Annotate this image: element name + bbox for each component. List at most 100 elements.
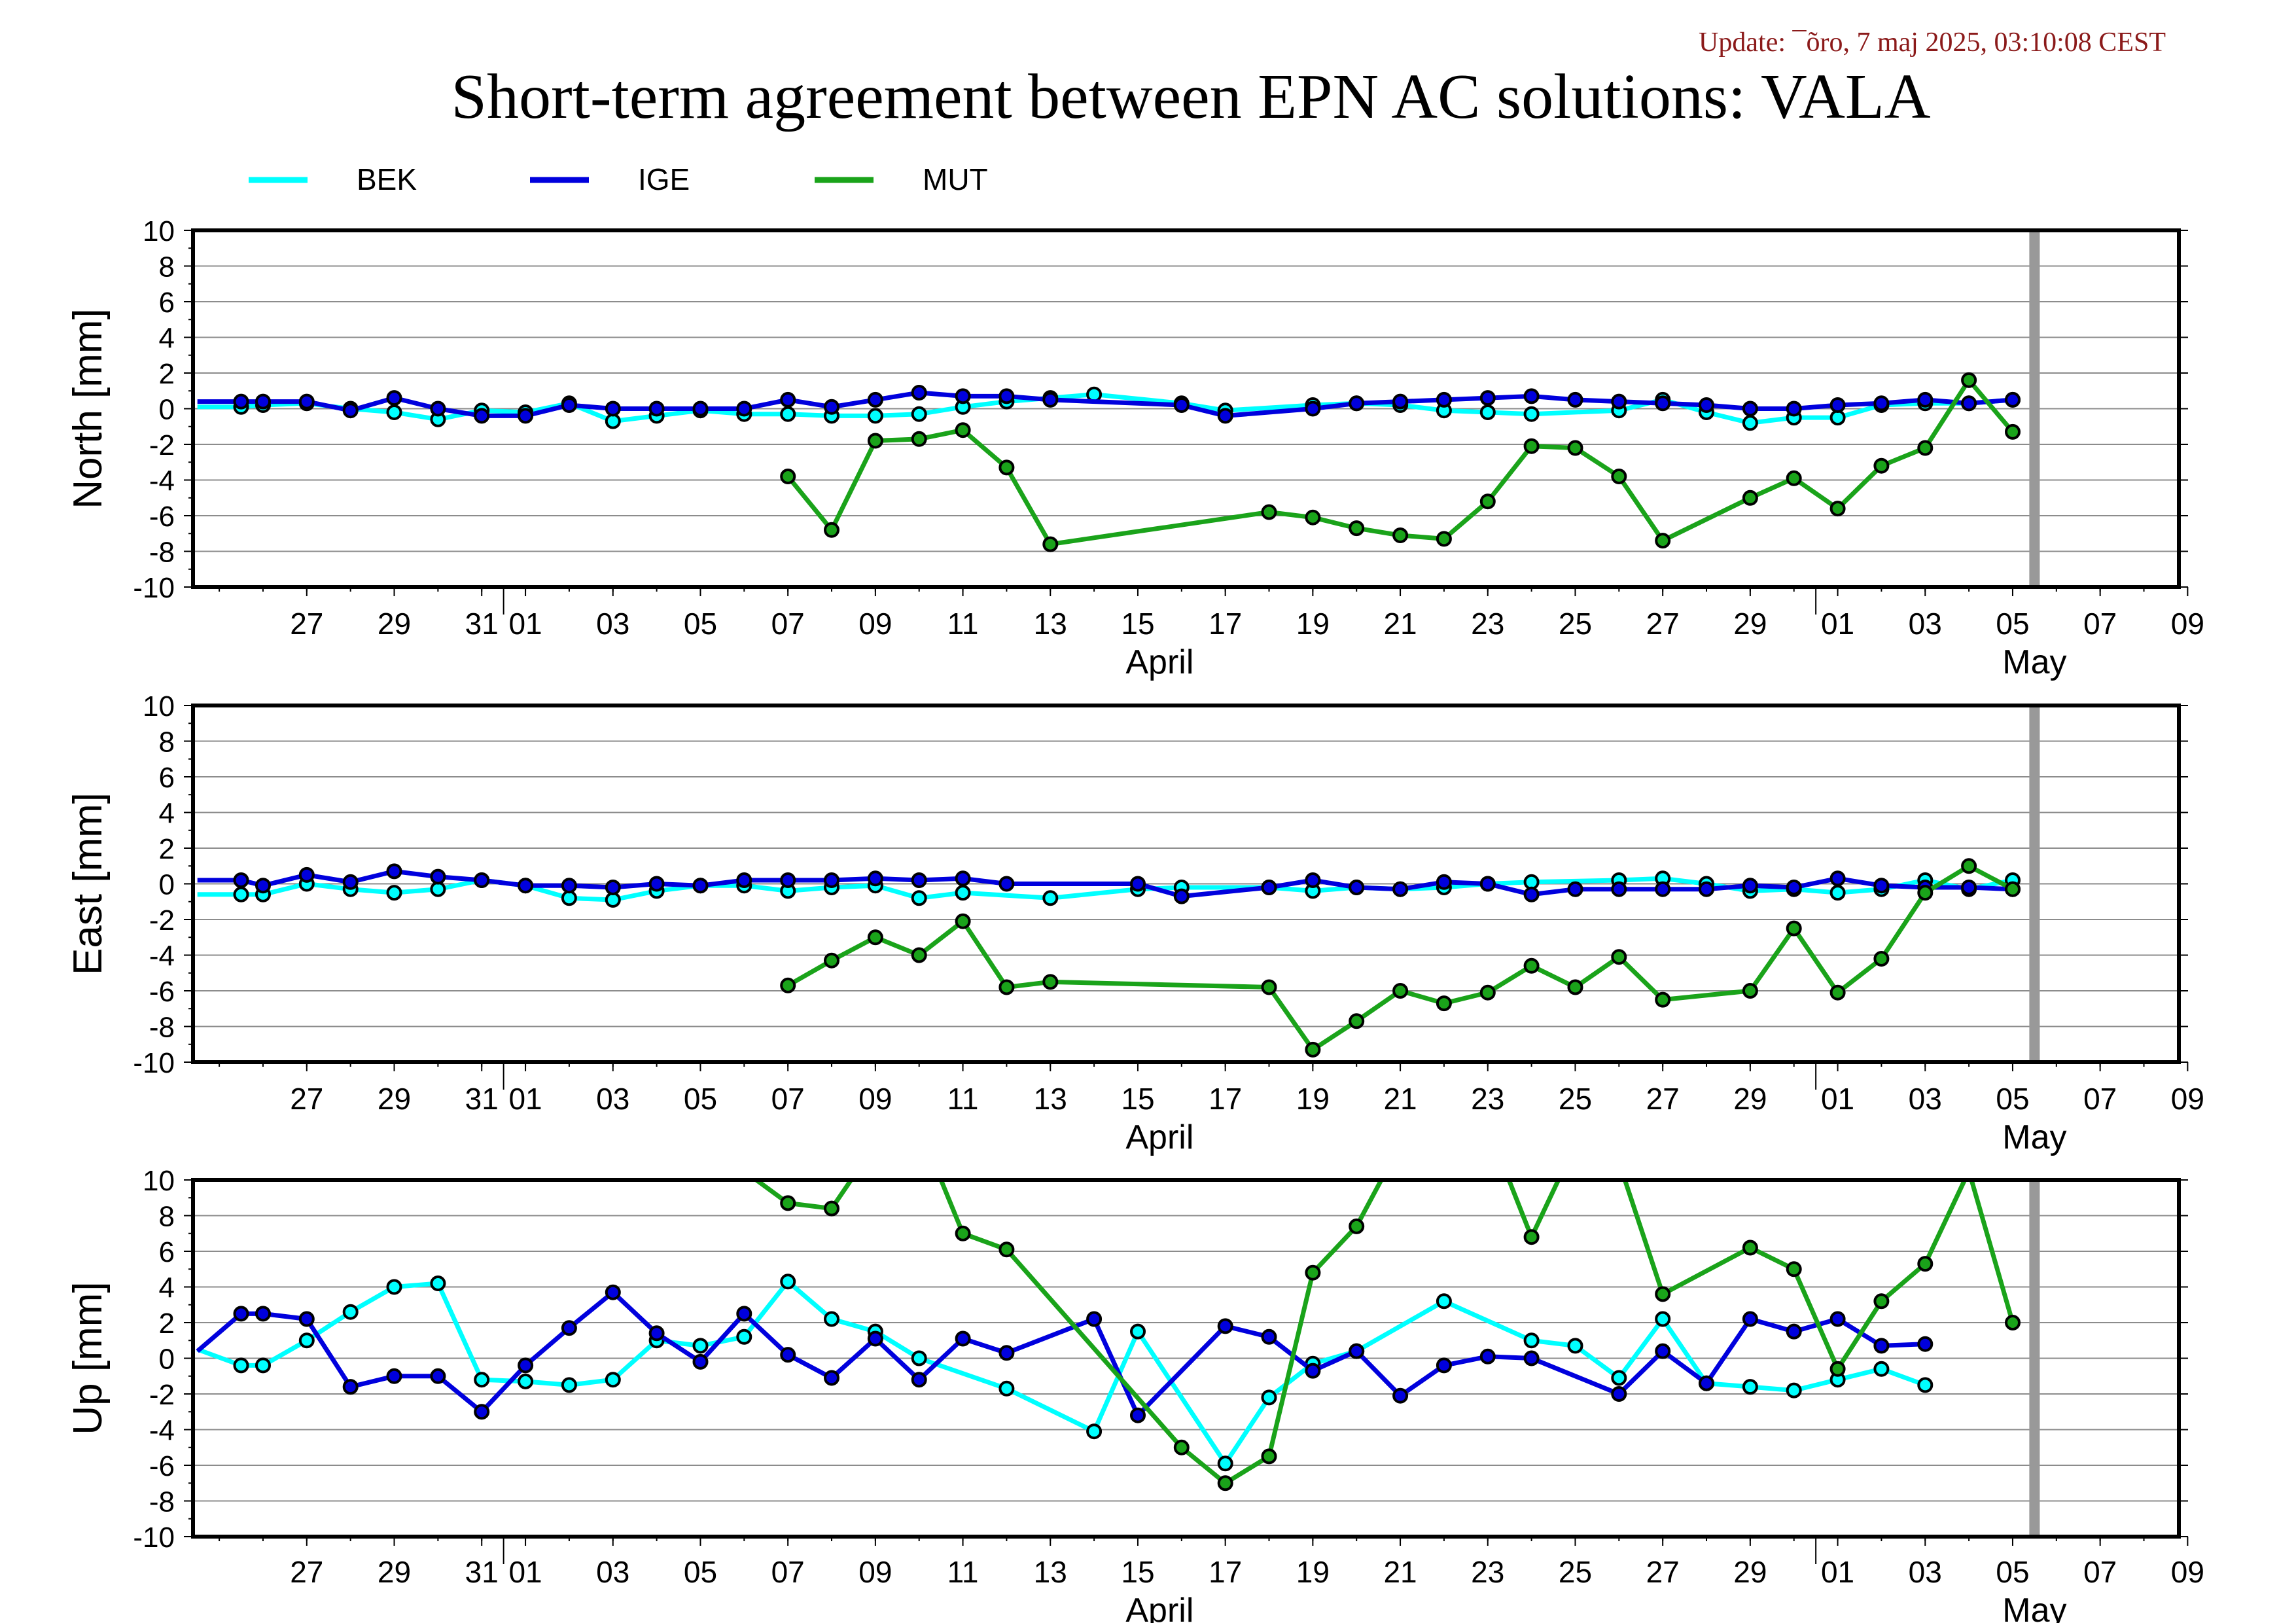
- data-point-bek: [1479, 404, 1496, 420]
- data-point-ige: [1699, 881, 1714, 897]
- data-point-bek: [474, 1372, 490, 1388]
- y-tick-label: 6: [159, 762, 175, 794]
- current-day-marker: [2029, 1180, 2040, 1537]
- data-point-ige: [1567, 881, 1583, 897]
- current-day-marker: [2029, 230, 2040, 587]
- data-point-ige: [1436, 1357, 1452, 1374]
- x-tick-label: 05: [1996, 1082, 2029, 1116]
- data-point-bek: [233, 886, 249, 902]
- series-line-ige: [196, 1290, 1926, 1418]
- data-point-ige: [1829, 397, 1846, 413]
- x-tick-label: 27: [290, 1555, 323, 1589]
- chart-title: Short-term agreement between EPN AC solu…: [451, 62, 1931, 132]
- legend-label-mut: MUT: [923, 162, 988, 196]
- data-point-bek: [386, 1279, 402, 1295]
- panel-up: 27 29 31 01 03 05 07 09 11 13 15 17 19 21 23 25 27 29 01 03…: [65, 1138, 2204, 1623]
- data-point-mut: [1305, 509, 1321, 526]
- x-tick-label: 23: [1471, 1082, 1504, 1116]
- data-point-bek: [233, 1357, 249, 1374]
- data-point-mut: [2005, 881, 2021, 897]
- data-point-mut: [1261, 1448, 1277, 1465]
- x-tick-label: 11: [947, 607, 979, 641]
- x-tick-label: 13: [1034, 1555, 1067, 1589]
- x-tick-label: 05: [684, 1555, 717, 1589]
- data-point-ige: [386, 863, 402, 880]
- data-point-bek: [298, 1332, 315, 1349]
- data-point-mut: [1042, 974, 1059, 990]
- data-point-ige: [1742, 401, 1758, 417]
- data-point-ige: [911, 385, 927, 401]
- data-point-ige: [342, 1379, 359, 1395]
- data-point-ige: [1523, 886, 1540, 902]
- y-tick-label: -2: [149, 429, 175, 461]
- y-tick-label: 6: [159, 287, 175, 319]
- data-point-ige: [342, 402, 359, 419]
- month-label: April: [1125, 1118, 1193, 1156]
- data-point-ige: [298, 1311, 315, 1327]
- data-point-mut: [1917, 885, 1934, 901]
- data-point-mut: [911, 947, 927, 963]
- data-point-mut: [1569, 1138, 1582, 1151]
- data-point-ige: [824, 1370, 839, 1386]
- data-point-ige: [824, 872, 839, 888]
- data-point-ige: [1523, 388, 1540, 404]
- x-tick-label: 05: [1996, 1555, 2029, 1589]
- y-tick-label: 4: [159, 1272, 175, 1304]
- data-point-bek: [1873, 1361, 1890, 1377]
- data-point-mut: [1829, 1361, 1846, 1377]
- data-point-ige: [911, 872, 927, 888]
- x-tick-label: 29: [1733, 1555, 1767, 1589]
- x-tick-label: 07: [771, 607, 805, 641]
- x-tick-label: 09: [2171, 1082, 2204, 1116]
- data-point-mut: [1305, 1264, 1321, 1281]
- data-point-ige: [233, 1306, 249, 1322]
- data-point-mut: [1962, 1164, 1975, 1177]
- x-tick-label: 29: [378, 1082, 411, 1116]
- plot-frame: [191, 228, 2181, 589]
- y-tick-label: 8: [159, 251, 175, 283]
- data-point-ige: [342, 874, 359, 890]
- data-point-mut: [1873, 951, 1890, 967]
- x-tick-label: 21: [1383, 607, 1417, 641]
- data-point-ige: [255, 1306, 271, 1322]
- data-point-ige: [561, 1320, 577, 1336]
- data-point-ige: [233, 393, 249, 410]
- data-point-bek: [1611, 1370, 1627, 1386]
- data-point-mut: [1392, 983, 1409, 999]
- data-point-ige: [1479, 390, 1496, 406]
- x-tick-label: 25: [1559, 607, 1592, 641]
- data-point-ige: [736, 872, 752, 888]
- y-tick-label: -8: [149, 1486, 175, 1518]
- y-tick-label: 10: [143, 215, 175, 247]
- data-point-mut: [1479, 493, 1496, 510]
- data-point-ige: [955, 870, 971, 887]
- series-layer: [197, 858, 2021, 1058]
- data-point-ige: [1173, 397, 1190, 413]
- x-tick-label: 01: [508, 607, 542, 641]
- data-point-mut: [1567, 440, 1583, 456]
- y-tick-label: -10: [133, 572, 175, 604]
- data-point-mut: [2005, 423, 2021, 440]
- data-point-bek: [386, 404, 402, 420]
- data-point-ige: [1479, 1348, 1496, 1364]
- data-point-bek: [518, 1373, 534, 1389]
- y-tick-label: 6: [159, 1236, 175, 1268]
- data-point-bek: [824, 1311, 839, 1327]
- data-point-ige: [1130, 876, 1146, 892]
- data-point-ige: [430, 401, 446, 417]
- data-point-bek: [780, 1274, 796, 1290]
- data-point-mut: [1349, 1013, 1365, 1029]
- x-tick-label: 05: [684, 1082, 717, 1116]
- data-point-ige: [648, 401, 665, 417]
- data-point-ige: [1961, 880, 1977, 895]
- x-tick-label: 09: [858, 607, 892, 641]
- data-point-ige: [867, 870, 883, 887]
- y-tick-label: -10: [133, 1522, 175, 1554]
- data-point-bek: [1655, 1311, 1671, 1327]
- x-tick-label: 01: [1821, 1555, 1854, 1589]
- y-axis-label: East [mm]: [65, 793, 111, 975]
- data-point-ige: [1305, 872, 1321, 888]
- data-point-ige: [1961, 395, 1977, 412]
- data-point-ige: [1873, 395, 1890, 412]
